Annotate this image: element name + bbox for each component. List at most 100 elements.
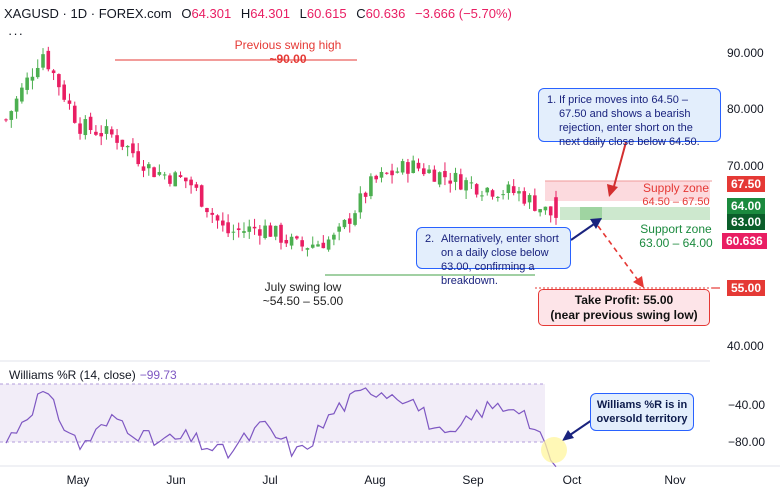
note1-text: If price moves into 64.50 – 67.50 and sh… (559, 94, 700, 148)
candle-body (321, 242, 326, 249)
change-value: −3.666 (−5.70%) (415, 6, 512, 21)
candle-body (136, 151, 141, 165)
note1-number: 1. (547, 94, 557, 106)
price-tag-supply: 67.50 (727, 176, 766, 192)
month-label: Jun (166, 473, 186, 487)
candle-body (141, 166, 146, 171)
candle-body (464, 180, 468, 191)
candle-body (252, 226, 257, 229)
candle-body (199, 185, 204, 207)
candle-body (162, 174, 167, 176)
candle-body (152, 167, 156, 178)
candle-body (131, 143, 135, 154)
candle-body (533, 195, 537, 211)
wr-tick-80: −80.00 (728, 435, 766, 449)
high-label: H (240, 6, 251, 21)
candles (4, 46, 558, 257)
source: FOREX.com (98, 6, 172, 21)
candle-body (374, 175, 378, 180)
arrow-note3 (566, 419, 593, 438)
candle-body (263, 225, 267, 239)
arrow-note2 (570, 221, 598, 241)
candle-body (390, 170, 394, 176)
price-tag-tp: 55.00 (727, 280, 766, 296)
price-tick-90: 90.000 (727, 46, 764, 60)
candle-body (411, 160, 416, 173)
williams-value: −99.73 (139, 368, 177, 382)
candle-body (310, 244, 315, 248)
candle-body (236, 228, 241, 231)
candle-body (210, 212, 215, 215)
tp-line2: (near previous swing low) (550, 308, 698, 322)
candle-body (527, 195, 532, 203)
month-label: Jul (262, 473, 278, 487)
arrow-note1 (612, 141, 627, 191)
candle-body (104, 126, 109, 134)
candle-body (384, 172, 389, 174)
low-value: 60.615 (306, 6, 347, 21)
candle-body (83, 119, 88, 136)
candle-body (67, 100, 72, 104)
candle-body (474, 184, 479, 195)
arrow-tp (597, 225, 641, 284)
candle-body (115, 135, 119, 143)
candle-body (337, 226, 341, 232)
close-value: 60.636 (365, 6, 406, 21)
july-swing-low-label: July swing low ~54.50 – 55.00 (248, 280, 358, 308)
price-tick-70: 70.000 (727, 159, 764, 173)
arrow-tp-head (633, 276, 644, 288)
candle-body (316, 244, 320, 247)
candle-body (347, 218, 352, 224)
more-icon[interactable]: ··· (8, 26, 24, 41)
symbol[interactable]: XAGUSD (4, 6, 59, 21)
candle-body (268, 225, 273, 237)
panel-separator (0, 360, 780, 467)
candle-body (99, 133, 103, 137)
candle-body (189, 179, 193, 186)
candle-body (485, 187, 490, 193)
candle-body (184, 177, 188, 182)
candle-body (120, 139, 125, 147)
note-entry-1: 1. If price moves into 64.50 – 67.50 and… (538, 88, 721, 148)
candle-body (62, 84, 66, 100)
support-zone-highlight (580, 207, 602, 220)
wr-tick-40: −40.00 (728, 398, 766, 412)
price-tick-40: 40.000 (727, 339, 764, 353)
supply-zone (545, 181, 710, 201)
prev-high-line2: ~90.00 (269, 52, 307, 66)
candle-body (14, 98, 19, 112)
note-oversold: Williams %R is in oversold territory (590, 393, 694, 431)
candle-body (490, 190, 495, 197)
candle-body (247, 226, 252, 232)
candle-body (501, 194, 505, 196)
interval[interactable]: 1D (70, 6, 88, 21)
price-tag-63: 63.00 (727, 214, 766, 230)
candle-body (406, 162, 410, 174)
candle-body (353, 213, 357, 225)
candle-body (46, 50, 51, 70)
candle-body (469, 182, 474, 184)
candle-body (41, 54, 45, 68)
month-label: Oct (562, 473, 582, 487)
williams-label[interactable]: Williams %R (14, close) −99.73 (9, 368, 177, 382)
candle-body (379, 171, 384, 178)
note-entry-2: 2. Alternatively, enter short on a daily… (416, 227, 571, 287)
prev-swing-high-label: Previous swing high ~90.00 (218, 38, 358, 66)
candle-body (305, 248, 310, 250)
price-tick-80: 80.000 (727, 102, 764, 116)
candle-body (258, 229, 262, 236)
close-label: C (356, 6, 366, 21)
month-label: Aug (364, 473, 386, 487)
candle-body (25, 77, 29, 90)
candle-body (295, 236, 299, 239)
price-tag-last: 60.636 (722, 233, 767, 249)
candle-body (273, 225, 278, 237)
candle-body (35, 67, 40, 78)
candle-body (78, 123, 82, 134)
candle-body (178, 175, 183, 177)
sep: · (90, 6, 96, 21)
candle-body (554, 197, 558, 218)
candle-body (443, 171, 447, 178)
supply-line2: 64.50 – 67.50 (642, 196, 710, 208)
candle-body (332, 234, 336, 240)
